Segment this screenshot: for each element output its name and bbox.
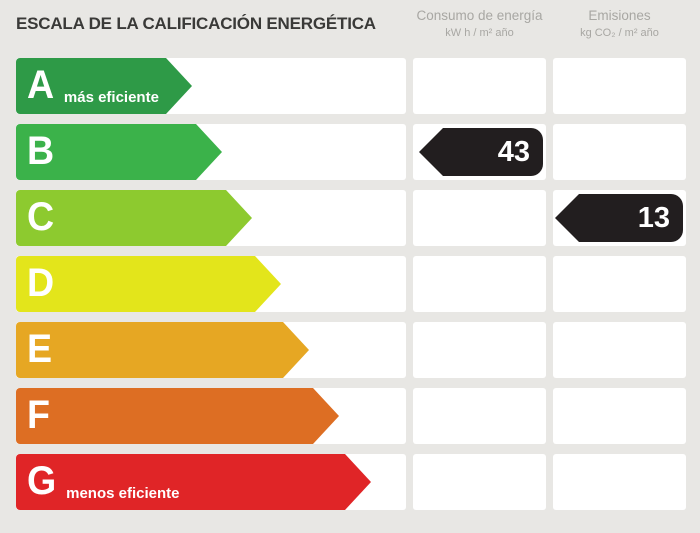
rating-arrow-a-tip xyxy=(166,58,192,114)
rating-row-d-scale: D xyxy=(16,256,406,312)
emissions-cell-f xyxy=(553,388,686,444)
rating-arrow-c: C xyxy=(16,190,252,246)
emissions-cell-d xyxy=(553,256,686,312)
rating-letter-b: B xyxy=(27,128,55,173)
rating-row-b-scale: B xyxy=(16,124,406,180)
rating-arrow-g: G menos eficiente xyxy=(16,454,371,510)
page-title: ESCALA DE LA CALIFICACIÓN ENERGÉTICA xyxy=(16,14,376,33)
emissions-cell-b xyxy=(553,124,686,180)
rating-label-a: más eficiente xyxy=(63,89,159,106)
rating-arrow-e-tip xyxy=(283,322,309,378)
consumption-cell-b: 43 xyxy=(413,124,546,180)
consumption-cell-f xyxy=(413,388,546,444)
rating-arrow-f-body: F xyxy=(16,388,313,444)
rating-arrow-d-body: D xyxy=(16,256,255,312)
emissions-header-label: Emisiones xyxy=(588,8,651,24)
rating-arrow-f-tip xyxy=(313,388,339,444)
rating-letter-f: F xyxy=(27,392,50,437)
rating-row-c-scale: C xyxy=(16,190,406,246)
emissions-cell-c: 13 xyxy=(553,190,686,246)
rating-row-g-scale: G menos eficiente xyxy=(16,454,406,510)
consumption-badge-tip xyxy=(419,128,443,176)
column-header-emissions: Emisiones kg CO₂ / m² año xyxy=(553,0,686,48)
emissions-cell-g xyxy=(553,454,686,510)
rating-row-e-scale: E xyxy=(16,322,406,378)
rating-arrow-g-body: G menos eficiente xyxy=(16,454,345,510)
rating-letter-d: D xyxy=(27,260,55,305)
rating-row-f-scale: F xyxy=(16,388,406,444)
rating-letter-c: C xyxy=(27,194,55,239)
rating-arrow-e: E xyxy=(16,322,309,378)
emissions-badge-tip xyxy=(555,194,579,242)
rating-row-a-scale: A más eficiente xyxy=(16,58,406,114)
consumption-cell-a xyxy=(413,58,546,114)
rating-arrow-d: D xyxy=(16,256,281,312)
rating-arrow-a-body: A más eficiente xyxy=(16,58,166,114)
rating-arrow-f: F xyxy=(16,388,339,444)
rating-arrow-d-tip xyxy=(255,256,281,312)
consumption-cell-c xyxy=(413,190,546,246)
consumption-header-unit: kW h / m² año xyxy=(445,26,514,39)
emissions-cell-a xyxy=(553,58,686,114)
rating-arrow-g-tip xyxy=(345,454,371,510)
consumption-cell-e xyxy=(413,322,546,378)
rating-arrow-a: A más eficiente xyxy=(16,58,192,114)
rating-letter-a: A xyxy=(27,62,55,107)
consumption-value: 43 xyxy=(497,135,530,168)
consumption-cell-d xyxy=(413,256,546,312)
emissions-cell-e xyxy=(553,322,686,378)
rating-letter-g: G xyxy=(27,458,57,503)
rating-arrow-b-tip xyxy=(196,124,222,180)
consumption-header-label: Consumo de energía xyxy=(416,8,543,24)
rating-arrow-e-body: E xyxy=(16,322,283,378)
rating-label-g: menos eficiente xyxy=(66,485,180,502)
rating-letter-e: E xyxy=(27,326,53,371)
emissions-value-badge: 13 xyxy=(555,194,683,242)
column-header-consumption: Consumo de energía kW h / m² año xyxy=(413,0,546,48)
rating-arrow-c-body: C xyxy=(16,190,226,246)
emissions-value: 13 xyxy=(637,201,670,234)
consumption-cell-g xyxy=(413,454,546,510)
consumption-badge-body: 43 xyxy=(443,128,543,176)
emissions-badge-body: 13 xyxy=(579,194,683,242)
consumption-value-badge: 43 xyxy=(419,128,543,176)
rating-arrow-c-tip xyxy=(226,190,252,246)
energy-rating-grid: ESCALA DE LA CALIFICACIÓN ENERGÉTICA Con… xyxy=(16,0,686,510)
emissions-header-unit: kg CO₂ / m² año xyxy=(580,26,659,39)
rating-arrow-b-body: B xyxy=(16,124,196,180)
header-title-cell: ESCALA DE LA CALIFICACIÓN ENERGÉTICA xyxy=(16,0,406,48)
rating-arrow-b: B xyxy=(16,124,222,180)
